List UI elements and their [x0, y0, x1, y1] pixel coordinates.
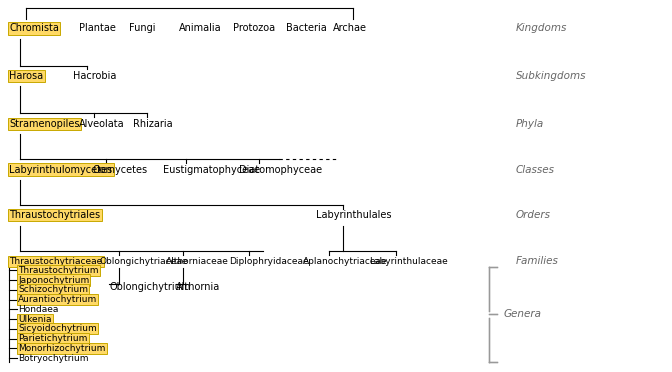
Text: Animalia: Animalia	[179, 23, 222, 33]
Text: Alveolata: Alveolata	[79, 119, 125, 129]
Text: Oblongichytrium: Oblongichytrium	[110, 282, 191, 292]
Text: Schizochytrium: Schizochytrium	[18, 285, 88, 294]
Text: Classes: Classes	[516, 164, 555, 174]
Text: Thraustochytriales: Thraustochytriales	[9, 210, 101, 220]
Text: Plantae: Plantae	[79, 23, 116, 33]
Text: Thraustochytrium: Thraustochytrium	[18, 266, 99, 275]
Text: Families: Families	[516, 256, 559, 266]
Text: Oomycetes: Oomycetes	[93, 164, 148, 174]
Text: Ulkenia: Ulkenia	[18, 315, 52, 324]
Text: Phyla: Phyla	[516, 119, 544, 129]
Text: Labyrinthulales: Labyrinthulales	[316, 210, 392, 220]
Text: Chromista: Chromista	[9, 23, 59, 33]
Text: Labyrinthulomycetes: Labyrinthulomycetes	[9, 164, 113, 174]
Text: Monorhizochytrium: Monorhizochytrium	[18, 344, 106, 353]
Text: Bacteria: Bacteria	[286, 23, 327, 33]
Text: Oblongichytriaceae: Oblongichytriaceae	[99, 257, 187, 266]
Text: Botryochytrium: Botryochytrium	[18, 354, 89, 363]
Text: Hondaea: Hondaea	[18, 305, 58, 314]
Text: Diplophryidaceae: Diplophryidaceae	[229, 257, 309, 266]
Text: Aplanochytriaceae: Aplanochytriaceae	[302, 257, 387, 266]
Text: Parietichytrium: Parietichytrium	[18, 334, 87, 343]
Text: Rhizaria: Rhizaria	[133, 119, 172, 129]
Text: Althornia: Althornia	[176, 282, 220, 292]
Text: Hacrobia: Hacrobia	[73, 71, 116, 81]
Text: Japonochytrium: Japonochytrium	[18, 276, 89, 285]
Text: Diatomophyceae: Diatomophyceae	[239, 164, 323, 174]
Text: Harosa: Harosa	[9, 71, 44, 81]
Text: Archae: Archae	[333, 23, 367, 33]
Text: Kingdoms: Kingdoms	[516, 23, 567, 33]
Text: Stramenopiles: Stramenopiles	[9, 119, 80, 129]
Text: Fungi: Fungi	[130, 23, 156, 33]
Text: Subkingdoms: Subkingdoms	[516, 71, 587, 81]
Text: Protozoa: Protozoa	[233, 23, 275, 33]
Text: Thraustochytriaceae: Thraustochytriaceae	[9, 257, 103, 266]
Text: Orders: Orders	[516, 210, 551, 220]
Text: Eustigmatophyceae: Eustigmatophyceae	[163, 164, 260, 174]
Text: Althorniaceae: Althorniaceae	[166, 257, 229, 266]
Text: Sicyoidochytrium: Sicyoidochytrium	[18, 324, 97, 333]
Text: Aurantiochytrium: Aurantiochytrium	[18, 295, 97, 304]
Text: Genera: Genera	[504, 309, 542, 319]
Text: Labyrinthulaceae: Labyrinthulaceae	[370, 257, 448, 266]
